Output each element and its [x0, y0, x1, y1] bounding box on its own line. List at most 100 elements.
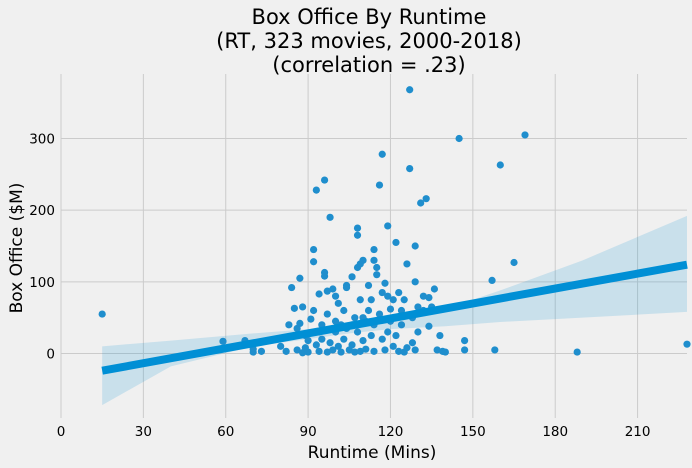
confidence-band [102, 215, 688, 406]
data-point [400, 296, 408, 304]
data-point [340, 306, 348, 315]
chart-title-line-2: (RT, 323 movies, 2000-2018) [216, 29, 522, 53]
data-point [307, 315, 315, 323]
data-point [392, 331, 400, 340]
data-point [455, 134, 463, 143]
data-point [425, 322, 433, 330]
x-tick-label: 90 [300, 424, 317, 440]
data-point [403, 344, 411, 352]
data-point [392, 238, 400, 247]
data-point [304, 337, 312, 345]
data-point [323, 287, 331, 295]
data-point [510, 258, 518, 267]
data-point [378, 288, 386, 297]
data-point [342, 283, 351, 292]
data-point [334, 299, 342, 307]
data-point [309, 245, 318, 254]
data-point [353, 231, 362, 239]
x-tick-label: 30 [135, 424, 152, 440]
data-point [414, 303, 422, 311]
data-point [364, 281, 373, 290]
data-point [312, 341, 320, 349]
data-point [329, 285, 337, 293]
data-point [430, 285, 439, 293]
data-point [384, 328, 392, 336]
x-tick-label: 210 [625, 424, 651, 440]
data-point [417, 199, 425, 207]
data-point [488, 276, 496, 284]
regression-line [101, 260, 688, 375]
data-point [326, 339, 334, 347]
x-axis-label: Runtime (Mins) [308, 443, 437, 463]
data-point [389, 342, 397, 350]
y-tick-label: 100 [29, 275, 55, 291]
data-point [353, 328, 362, 336]
data-point [359, 337, 367, 345]
data-point [406, 86, 414, 94]
data-point [496, 161, 504, 169]
data-point [436, 331, 444, 340]
data-point [367, 331, 375, 340]
data-point [359, 256, 367, 264]
data-point [309, 306, 318, 315]
data-point [378, 335, 386, 343]
data-point [406, 165, 414, 173]
x-tick-label: 150 [460, 424, 486, 440]
data-point [395, 288, 403, 297]
data-point [329, 346, 337, 354]
data-point [337, 348, 345, 356]
data-point [323, 310, 331, 318]
data-point [290, 304, 298, 312]
data-point [348, 341, 356, 349]
y-axis-label: Box Office ($M) [7, 183, 27, 314]
data-point [312, 186, 320, 194]
data-point [425, 294, 433, 302]
y-tick-label: 0 [46, 347, 55, 363]
data-point [315, 347, 323, 355]
data-point [353, 224, 362, 232]
data-point [403, 260, 411, 268]
data-point [411, 346, 419, 354]
chart-title-line-1: Box Office By Runtime [252, 5, 487, 29]
data-point [397, 321, 406, 329]
x-tick-label: 0 [57, 424, 66, 440]
data-point [320, 176, 329, 184]
data-point [296, 319, 304, 327]
data-point [370, 245, 378, 254]
data-point [370, 347, 378, 355]
data-point [326, 213, 334, 221]
data-point [375, 181, 384, 189]
data-point [411, 242, 419, 250]
data-point [356, 347, 364, 355]
data-point [362, 345, 370, 353]
data-point [367, 296, 375, 304]
data-point [384, 222, 392, 230]
data-point [296, 274, 304, 282]
data-point [299, 303, 307, 311]
data-point [461, 346, 469, 354]
regression-line-layer [101, 260, 688, 375]
chart-title-line-3: (correlation = .23) [272, 53, 465, 77]
data-point [411, 278, 419, 286]
data-point [219, 337, 227, 345]
x-tick-label: 60 [217, 424, 234, 440]
data-point [521, 131, 529, 139]
data-point [441, 348, 449, 356]
data-point [414, 328, 422, 336]
data-point [373, 271, 381, 279]
data-point [285, 321, 293, 329]
data-point [351, 314, 359, 322]
y-tick-label: 200 [29, 203, 55, 219]
confidence-band-layer [102, 215, 688, 406]
data-point [293, 346, 301, 354]
data-point [315, 290, 323, 298]
data-point [491, 346, 499, 354]
data-point [389, 296, 397, 304]
data-point [334, 342, 342, 350]
data-point [288, 283, 296, 292]
data-point [331, 317, 340, 325]
data-point [461, 337, 469, 345]
data-point [331, 292, 340, 300]
data-point [378, 150, 386, 158]
data-point [348, 273, 356, 281]
